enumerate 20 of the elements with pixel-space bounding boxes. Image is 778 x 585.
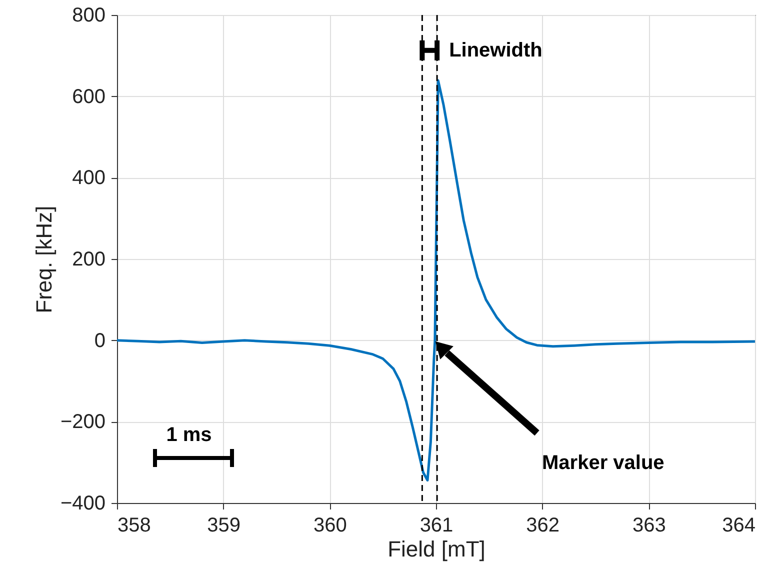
y-tick-label: 0 xyxy=(94,330,106,352)
x-tick-label: 358 xyxy=(118,514,151,536)
annotation: Linewidth xyxy=(449,39,542,62)
x-tick-label: 362 xyxy=(526,514,560,536)
y-tick-label: −400 xyxy=(60,492,106,514)
x-tick-label: 360 xyxy=(313,514,347,536)
y-tick-label: 400 xyxy=(72,167,106,190)
x-tick-label: 363 xyxy=(632,514,666,536)
y-tick-label: 800 xyxy=(72,4,106,26)
line-series xyxy=(116,79,756,482)
y-tick-label: −200 xyxy=(60,411,106,434)
y-axis-title: Freq. [kHz] xyxy=(31,206,56,314)
x-tick-label: 359 xyxy=(207,514,241,536)
y-tick-label: 600 xyxy=(72,86,106,108)
x-axis-title: Field [mT] xyxy=(388,536,486,562)
x-tick-label: 364 xyxy=(722,514,756,536)
y-tick-label: 200 xyxy=(72,248,106,270)
annotation: Marker value xyxy=(542,452,664,474)
x-tick-label: 361 xyxy=(420,514,454,536)
annotation: 1 ms xyxy=(166,424,212,446)
